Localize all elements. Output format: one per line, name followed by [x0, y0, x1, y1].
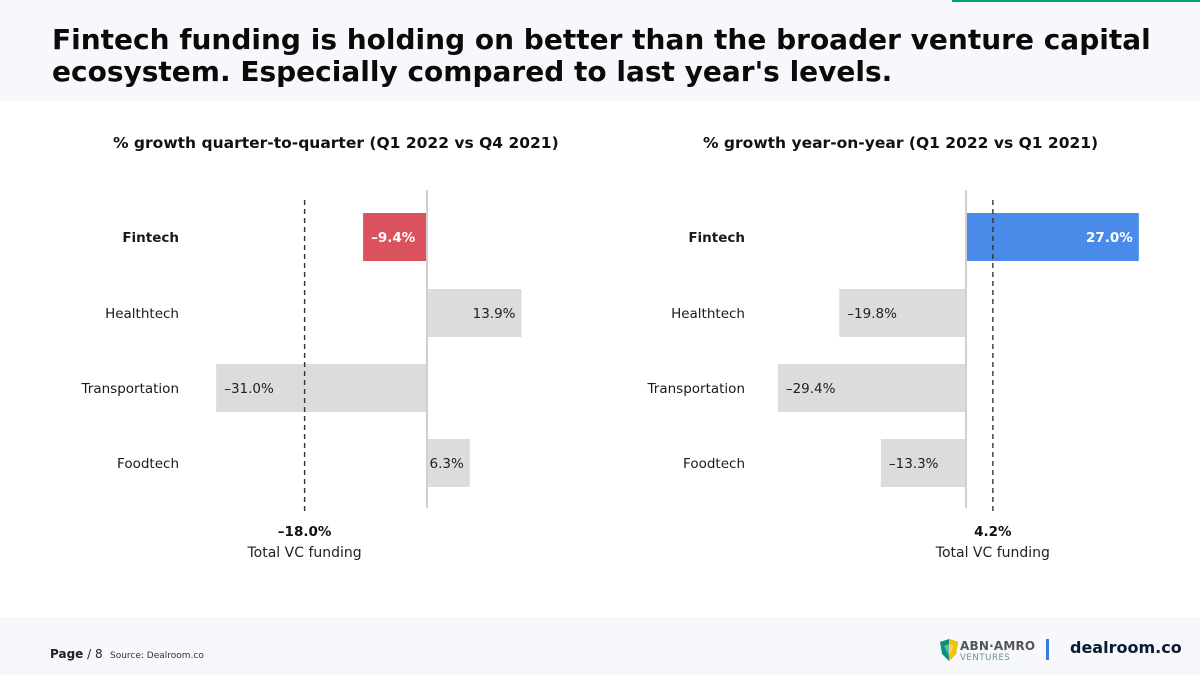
category-label-qoq-healthtech: Healthtech [105, 306, 179, 322]
reference-name-yoy: Total VC funding [935, 545, 1050, 561]
category-label-yoy-transportation: Transportation [647, 381, 745, 397]
page-number: / 8 [87, 647, 103, 661]
slide-title: Fintech funding is holding on better tha… [52, 23, 1151, 88]
page-label: Page [50, 647, 84, 661]
chart-title-yoy: % growth year-on-year (Q1 2022 vs Q1 202… [703, 134, 1099, 152]
abn-amro-logo-text: ABN·AMRO [960, 639, 1036, 653]
reference-value-qoq: –18.0% [278, 524, 332, 540]
value-label-yoy-foodtech: –13.3% [889, 456, 939, 472]
value-label-qoq-transportation: –31.0% [224, 381, 274, 397]
value-label-yoy-transportation: –29.4% [786, 381, 836, 397]
category-label-yoy-foodtech: Foodtech [683, 456, 745, 472]
bar-qoq-fintech [363, 213, 427, 261]
category-label-yoy-healthtech: Healthtech [671, 306, 745, 322]
bar-qoq-healthtech [427, 289, 522, 337]
value-label-qoq-fintech: –9.4% [371, 230, 416, 246]
value-label-yoy-healthtech: –19.8% [847, 306, 897, 322]
category-label-qoq-transportation: Transportation [81, 381, 179, 397]
bar-qoq-transportation [216, 364, 427, 412]
top-accent-line [952, 0, 1200, 2]
category-label-yoy-fintech: Fintech [688, 230, 745, 246]
chart-title-qoq: % growth quarter-to-quarter (Q1 2022 vs … [113, 134, 559, 152]
abn-amro-ventures-text: VENTURES [960, 653, 1011, 663]
source-note: Source: Dealroom.co [110, 651, 204, 661]
reference-name-qoq: Total VC funding [247, 545, 362, 561]
content-panel [0, 101, 1200, 617]
dealroom-logo: dealroom.co [1070, 638, 1182, 657]
category-label-qoq-fintech: Fintech [122, 230, 179, 246]
footer-divider [1046, 639, 1049, 660]
bar-qoq-foodtech [427, 439, 470, 487]
bar-yoy-healthtech [839, 289, 966, 337]
page-indicator: Page / 8 [50, 647, 103, 661]
abn-amro-shield-icon [940, 639, 958, 661]
category-label-qoq-foodtech: Foodtech [117, 456, 179, 472]
value-label-qoq-healthtech: 13.9% [473, 306, 516, 322]
reference-value-yoy: 4.2% [974, 524, 1012, 540]
bar-yoy-transportation [777, 364, 966, 412]
value-label-qoq-foodtech: 6.3% [430, 456, 464, 472]
bar-yoy-fintech [966, 213, 1139, 261]
bar-yoy-foodtech [880, 439, 966, 487]
value-label-yoy-fintech: 27.0% [1086, 230, 1133, 246]
